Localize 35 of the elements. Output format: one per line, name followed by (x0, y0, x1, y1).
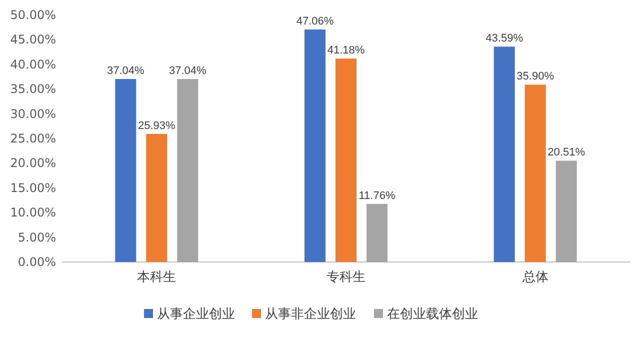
x-tick-label: 总体 (521, 270, 548, 285)
y-tick-label: 30.00% (10, 106, 56, 121)
x-tick-label: 专科生 (326, 270, 366, 285)
y-tick-label: 10.00% (10, 206, 56, 220)
data-label: 47.06% (296, 16, 334, 28)
y-tick-label: 50.00% (10, 8, 56, 22)
bar (146, 134, 168, 262)
data-label: 37.04% (169, 65, 207, 78)
bar (524, 84, 546, 262)
data-label: 37.04% (107, 65, 145, 78)
legend-label: 在创业载体创业 (387, 307, 478, 322)
y-tick-label: 40.00% (10, 57, 56, 72)
y-tick-label: 45.00% (10, 32, 56, 47)
bar (115, 79, 136, 262)
bar (494, 46, 515, 262)
y-tick-label: 15.00% (10, 180, 56, 195)
data-label: 43.59% (486, 32, 524, 45)
y-tick-label: 5.00% (18, 230, 56, 244)
bar (304, 30, 326, 262)
legend-label: 从事非企业创业 (265, 307, 356, 322)
data-label: 20.51% (548, 146, 586, 159)
y-tick-label: 35.00% (10, 82, 56, 96)
data-label: 11.76% (358, 190, 396, 202)
data-label: 35.90% (516, 70, 554, 83)
bar (366, 204, 388, 262)
y-tick-label: 0.00% (18, 255, 56, 269)
y-tick-label: 20.00% (10, 156, 56, 170)
y-tick-label: 25.00% (10, 132, 56, 146)
legend-label: 从事企业创业 (157, 307, 235, 322)
bar (177, 79, 198, 262)
data-label: 25.93% (138, 120, 176, 132)
bar (556, 160, 577, 262)
data-label: 41.18% (327, 44, 365, 57)
bar (336, 58, 356, 262)
x-tick-label: 本科生 (137, 270, 176, 285)
